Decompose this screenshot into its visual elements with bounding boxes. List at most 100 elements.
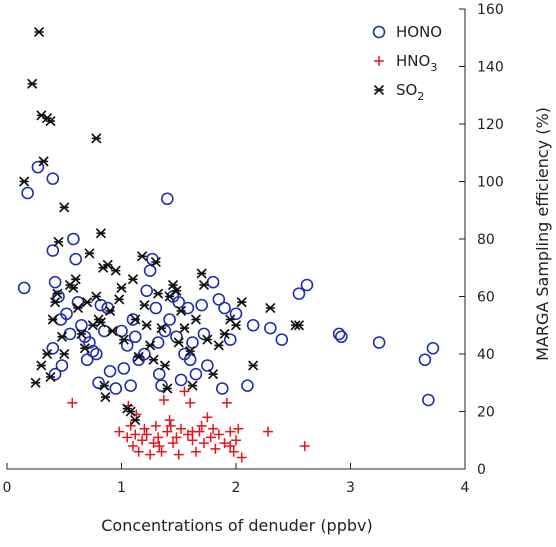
- so2-point: [107, 325, 118, 337]
- hono-point: [92, 376, 105, 390]
- x-tick-label: 4: [461, 480, 470, 496]
- hono-point: [69, 252, 82, 266]
- hono-point: [128, 330, 142, 344]
- hono-point: [183, 353, 197, 367]
- y-tick-label: 120: [477, 117, 504, 133]
- hono-point: [138, 347, 151, 361]
- so2-point: [84, 248, 95, 259]
- so2-point: [19, 176, 30, 187]
- hono-point: [83, 336, 96, 349]
- x-axis-title: Concentrations of denuder (ppbv): [101, 516, 372, 535]
- so2-point: [42, 348, 53, 360]
- x-tick-label: 1: [117, 480, 126, 496]
- so2-point: [45, 116, 56, 127]
- so2-point: [293, 320, 305, 331]
- hno3-point: [225, 426, 236, 437]
- so2-point: [141, 320, 152, 331]
- so2-point: [53, 236, 64, 247]
- hno3-point: [153, 432, 164, 443]
- hno3-point: [221, 397, 232, 408]
- so2-point: [127, 274, 139, 285]
- hno3-point: [236, 452, 247, 463]
- hono-point: [206, 275, 220, 289]
- so2-point: [76, 328, 87, 339]
- so2-point: [33, 26, 45, 38]
- hono-point: [80, 353, 94, 367]
- so2-point: [167, 279, 179, 291]
- y-tick-label: 0: [477, 462, 486, 478]
- so2-point: [114, 294, 125, 305]
- so2-point: [173, 337, 184, 348]
- hno3-point: [145, 449, 156, 460]
- so2-point: [185, 346, 196, 357]
- so2-point: [248, 360, 259, 371]
- so2-point: [150, 256, 161, 268]
- hono-point: [75, 318, 88, 332]
- so2-point: [139, 300, 150, 311]
- hono-point: [152, 367, 166, 381]
- x-ticks: 0 1 2 3 4: [3, 463, 470, 496]
- x-tick-label: 3: [346, 480, 355, 496]
- so2-point: [45, 371, 56, 383]
- hno3-point: [139, 423, 150, 434]
- so2-point: [110, 265, 121, 276]
- hono-point: [218, 301, 231, 315]
- legend: HONO HNO3 SO2: [372, 23, 442, 103]
- hno3-point: [205, 432, 216, 443]
- hno3-point: [122, 432, 133, 443]
- hono-point: [31, 160, 45, 174]
- hono-point: [174, 373, 188, 387]
- y-tick-label: 40: [477, 347, 495, 363]
- hno3-point: [228, 446, 239, 457]
- so2-point: [179, 323, 190, 334]
- hno3-point: [130, 429, 141, 440]
- hono-point: [46, 172, 60, 185]
- hono-point: [246, 318, 260, 332]
- hono-point: [201, 359, 214, 372]
- hono-point: [48, 367, 62, 381]
- hno3-point: [263, 426, 274, 437]
- so2-point: [213, 340, 224, 351]
- hono-point: [143, 264, 157, 277]
- so2-point: [198, 279, 210, 291]
- hono-point: [292, 287, 306, 300]
- hno3-point: [133, 446, 144, 457]
- legend-marker-hno3: [374, 56, 384, 66]
- hono-point: [60, 307, 73, 321]
- hno3-point: [154, 441, 165, 451]
- so2-point: [102, 259, 113, 270]
- hono-point: [103, 364, 117, 378]
- hono-point: [46, 244, 60, 257]
- hono-point: [223, 333, 237, 346]
- so2-point: [148, 354, 159, 365]
- so2-point: [236, 297, 247, 308]
- hono-point: [335, 330, 348, 344]
- series-so2: [19, 26, 305, 426]
- legend-item-hono: HONO: [372, 23, 442, 41]
- hono-point: [418, 353, 432, 367]
- hno3-point: [198, 438, 209, 449]
- hono-point: [229, 307, 243, 321]
- hono-point: [117, 362, 131, 375]
- y-tick-label: 160: [477, 2, 504, 18]
- so2-point: [190, 314, 201, 325]
- so2-point: [125, 406, 136, 417]
- hono-point: [422, 393, 435, 407]
- hno3-point: [187, 435, 198, 446]
- hono-point: [161, 192, 174, 206]
- so2-point: [162, 383, 173, 394]
- hno3-point: [185, 397, 196, 408]
- legend-item-hno3: HNO3: [374, 52, 437, 74]
- hono-point: [332, 327, 346, 341]
- series-hno3: [67, 386, 310, 463]
- so2-point: [95, 228, 106, 239]
- hno3-point: [162, 426, 173, 437]
- so2-point: [99, 380, 110, 391]
- so2-point: [59, 348, 70, 360]
- legend-marker-hono: [372, 25, 386, 39]
- hno3-point: [176, 423, 187, 434]
- hno3-point: [219, 438, 230, 449]
- so2-point: [68, 282, 79, 293]
- hno3-point: [233, 423, 244, 434]
- hono-point: [120, 339, 134, 352]
